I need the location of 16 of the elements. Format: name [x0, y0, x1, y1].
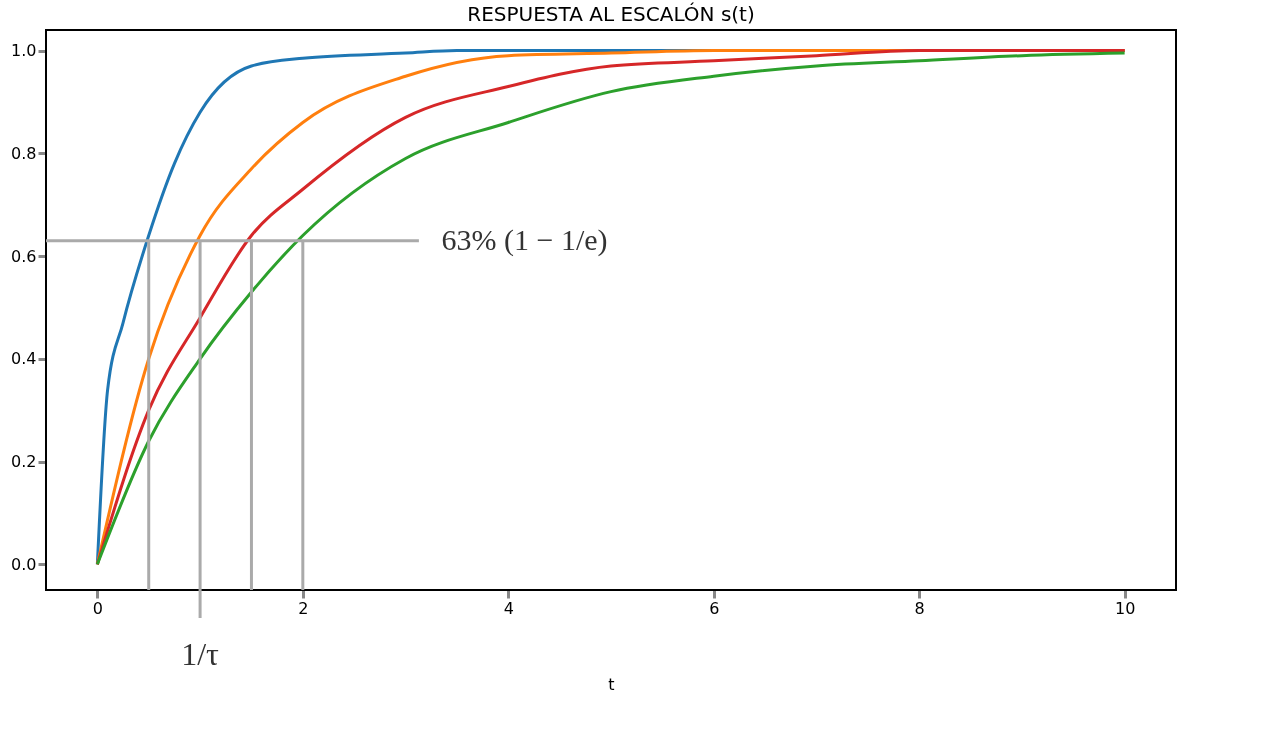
x-tick-label: 10	[1114, 598, 1136, 618]
x-tick-label: 4	[503, 598, 514, 618]
y-tick-label: 1.0	[11, 41, 37, 61]
ref-line-label: 1/τ	[181, 636, 220, 672]
y-tick-label: 0.8	[11, 143, 37, 163]
x-tick-label: 8	[914, 598, 925, 618]
x-axis-title: t	[608, 674, 615, 694]
x-tick-label: 6	[709, 598, 720, 618]
x-tick-label: 2	[298, 598, 309, 618]
x-tick-label: 0	[92, 598, 103, 618]
y-tick-label: 0.0	[11, 554, 37, 574]
y-tick-label: 0.4	[11, 349, 37, 369]
y-tick-label: 0.6	[11, 246, 37, 266]
y-tick-label: 0.2	[11, 452, 37, 472]
ref-line-label: 63% (1 − 1/e)	[441, 222, 608, 257]
chart-title: RESPUESTA AL ESCALÓN s(t)	[467, 2, 755, 26]
